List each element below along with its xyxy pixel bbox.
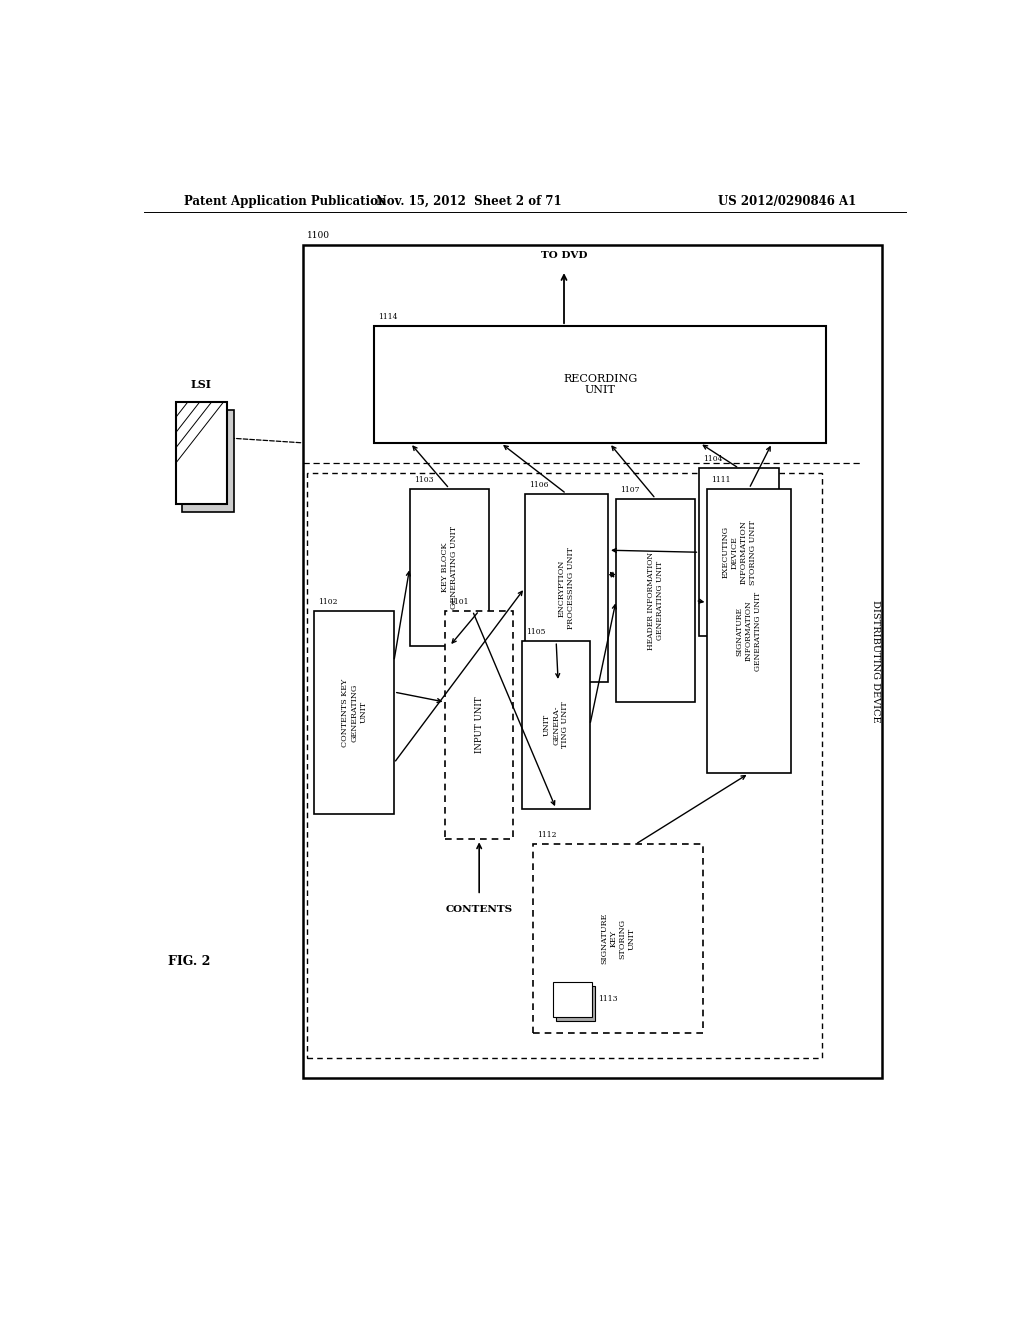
Text: SIGNATURE
KEY
STORING
UNIT: SIGNATURE KEY STORING UNIT [600,913,636,964]
Text: LSI: LSI [190,379,212,391]
Text: ENCRYPTION
PROCESSING UNIT: ENCRYPTION PROCESSING UNIT [558,546,575,628]
Text: Nov. 15, 2012  Sheet 2 of 71: Nov. 15, 2012 Sheet 2 of 71 [377,194,562,207]
Text: 1107: 1107 [620,486,640,494]
Text: INPUT UNIT: INPUT UNIT [475,697,483,754]
Text: HEADER INFORMATION
GENERATING UNIT: HEADER INFORMATION GENERATING UNIT [647,552,665,649]
Bar [708,488,791,774]
Text: 1103: 1103 [414,475,433,483]
Text: 1100: 1100 [306,231,330,240]
Text: CONTENTS: CONTENTS [445,906,513,915]
Text: SIGNATURE
INFORMATION
GENERATING UNIT: SIGNATURE INFORMATION GENERATING UNIT [736,591,762,671]
Bar [445,611,513,840]
Text: 1104: 1104 [703,455,723,463]
Bar [314,611,394,814]
Bar [699,469,778,636]
Bar [303,244,882,1078]
Bar [182,411,233,512]
Text: CONTENTS KEY
GENERATING
UNIT: CONTENTS KEY GENERATING UNIT [341,678,368,747]
Text: 1114: 1114 [378,313,397,321]
Bar [374,326,826,444]
Bar [532,845,703,1032]
Text: RECORDING
UNIT: RECORDING UNIT [563,374,637,396]
Text: FIG. 2: FIG. 2 [168,954,210,968]
Text: 1106: 1106 [528,480,548,488]
Text: 1112: 1112 [537,832,556,840]
Bar [176,403,227,504]
Text: 1111: 1111 [712,475,731,483]
Text: 1105: 1105 [526,628,546,636]
Text: DISTRIBUTING DEVICE: DISTRIBUTING DEVICE [871,601,880,723]
Text: 1101: 1101 [450,598,469,606]
Bar [522,642,590,809]
Text: 1102: 1102 [318,598,338,606]
Bar [556,986,595,1022]
Text: 1113: 1113 [599,995,618,1003]
Text: KEY BLOCK
GENERATING UNIT: KEY BLOCK GENERATING UNIT [440,525,458,609]
Text: US 2012/0290846 A1: US 2012/0290846 A1 [718,194,856,207]
Bar [524,494,608,682]
Text: TO DVD: TO DVD [541,251,587,260]
Text: Patent Application Publication: Patent Application Publication [183,194,386,207]
Text: UNIT
GENERA-
TING UNIT: UNIT GENERA- TING UNIT [543,702,569,748]
Bar [410,488,489,647]
Text: EXECUTING
DEVICE
INFORMATION
STORING UNIT: EXECUTING DEVICE INFORMATION STORING UNI… [721,520,757,585]
Bar [553,982,592,1018]
Bar [306,474,822,1057]
Bar [616,499,695,702]
